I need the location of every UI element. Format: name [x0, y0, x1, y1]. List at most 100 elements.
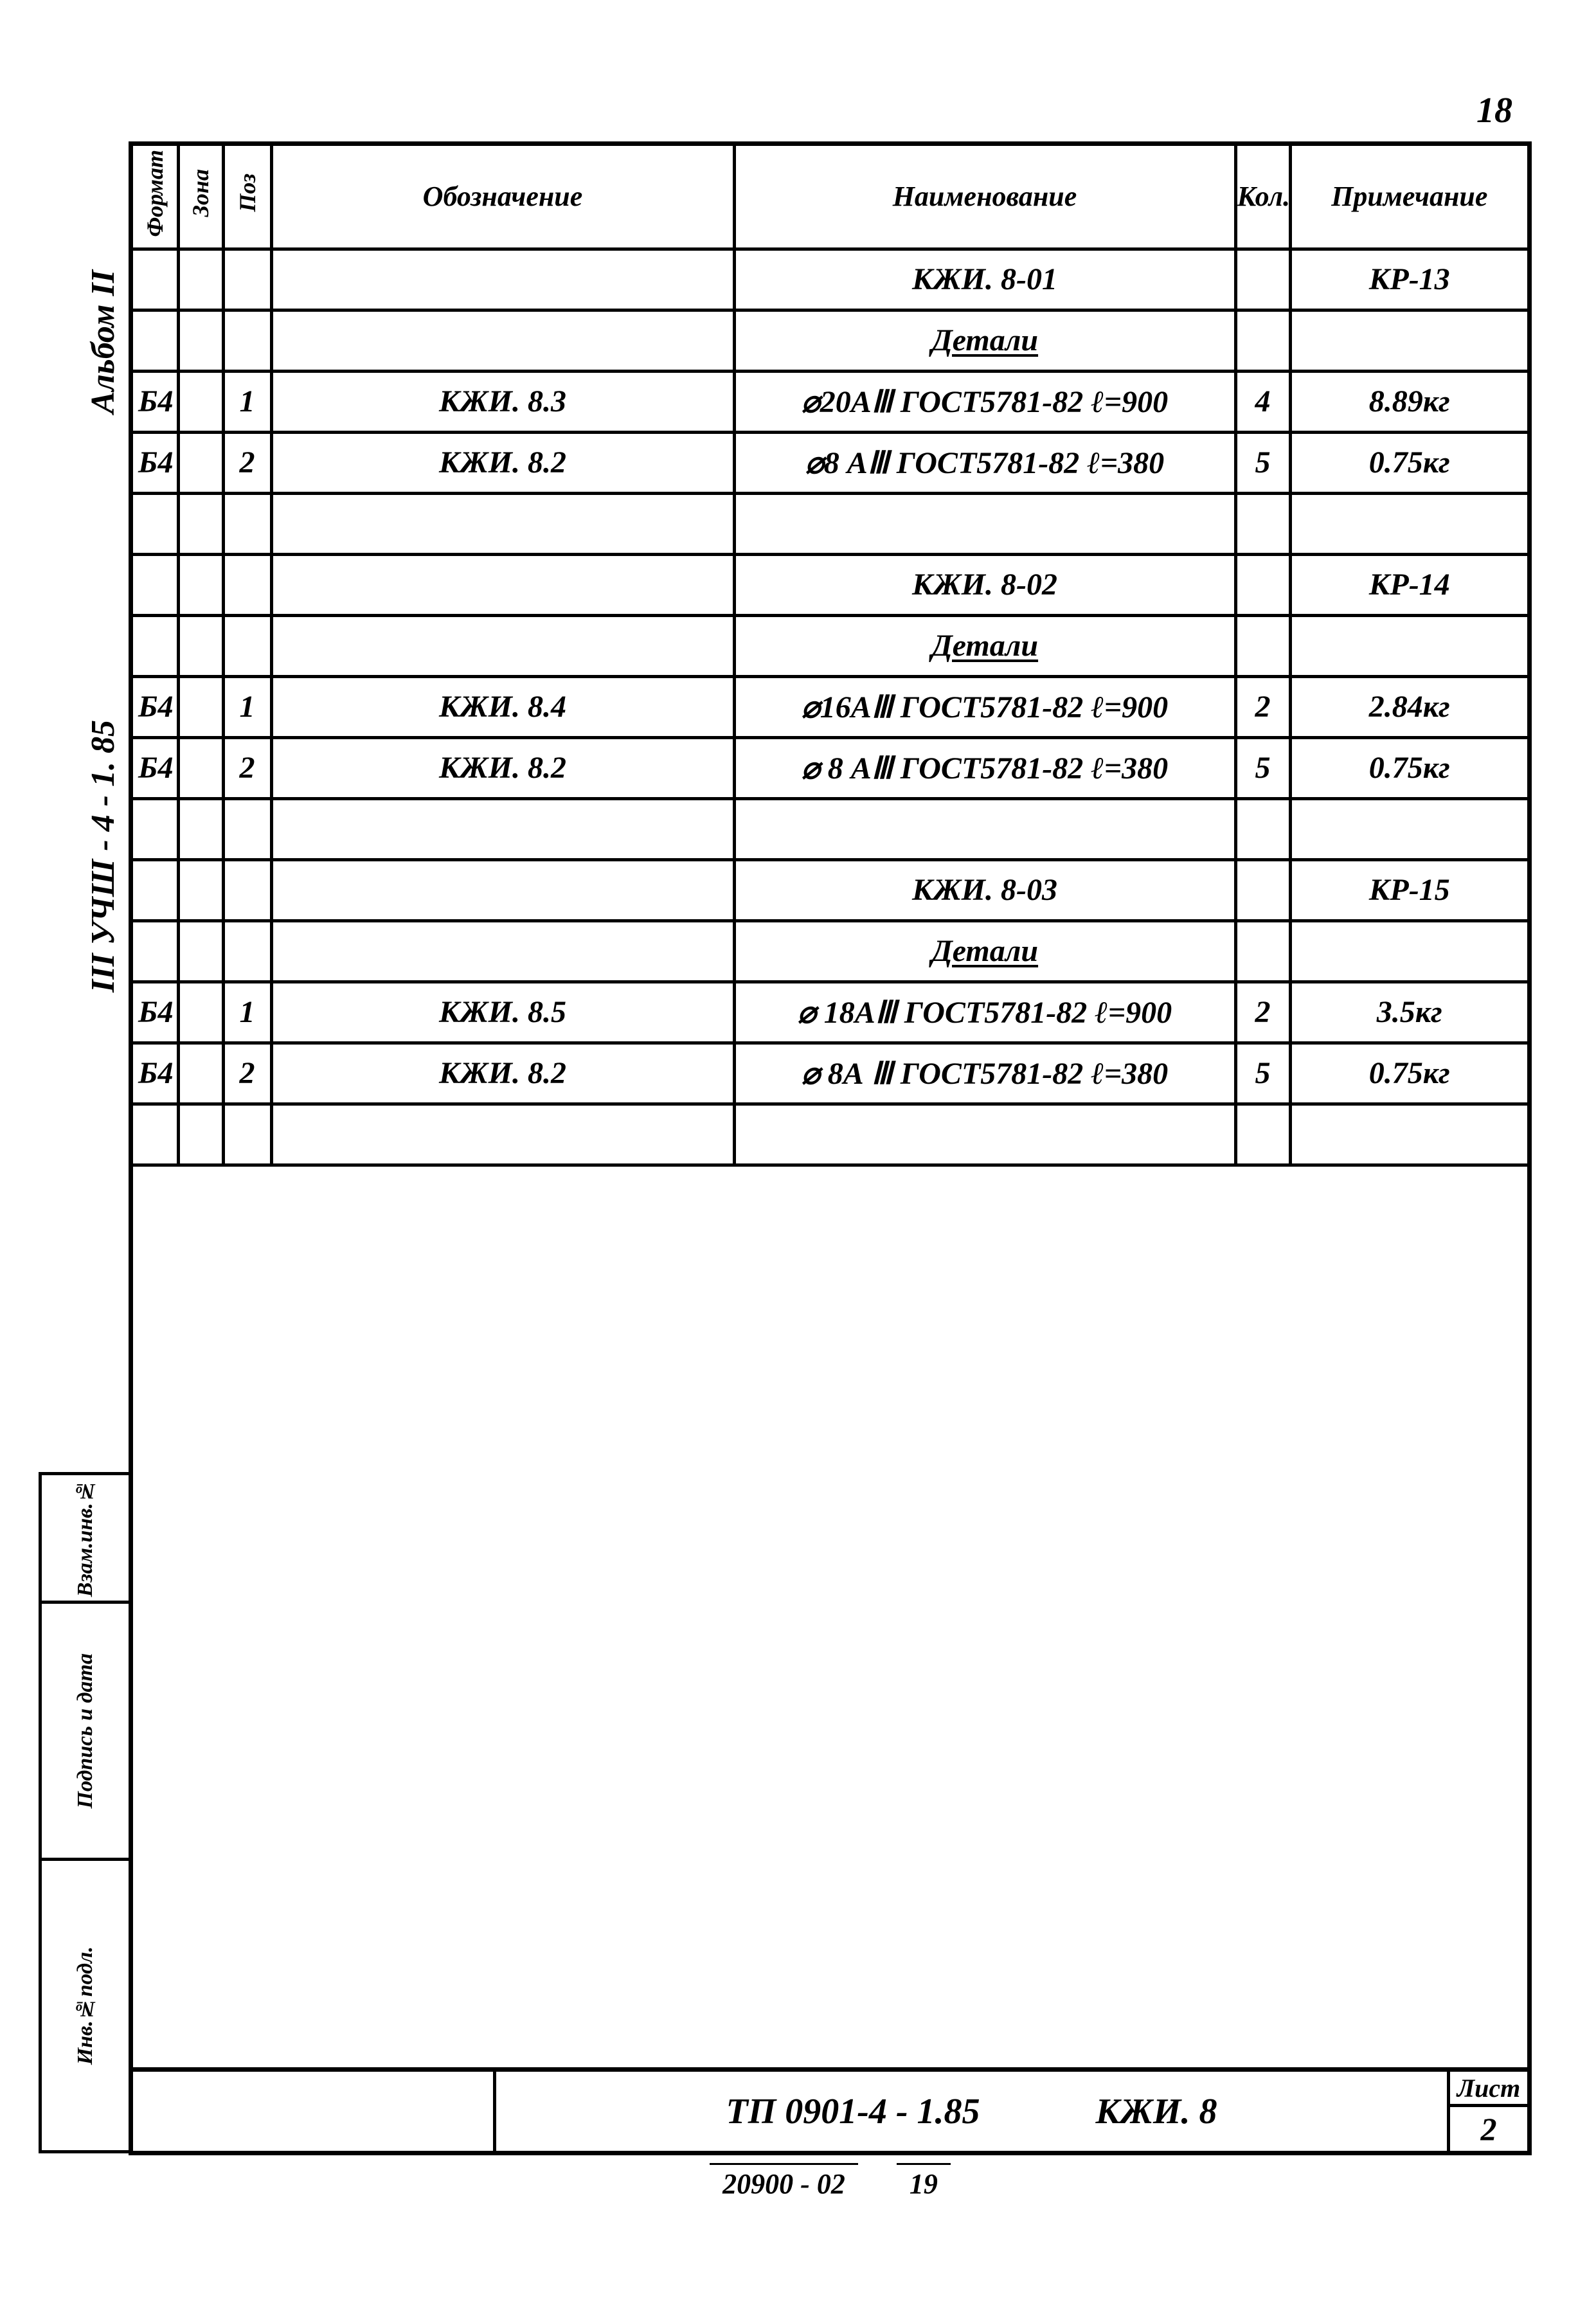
cell-empty [178, 493, 223, 554]
bottom-footer: 20900 - 02 19 [129, 2163, 1532, 2200]
cell-pos [223, 249, 271, 310]
cell-empty [271, 1104, 734, 1165]
cell-empty [734, 798, 1235, 859]
cell-pos: 1 [223, 371, 271, 432]
cell-pos: 1 [223, 982, 271, 1043]
cell-name: КЖИ. 8-03 [734, 859, 1235, 920]
cell-qty: 4 [1235, 371, 1290, 432]
table-header: Формат Зона Поз Обозначение Наименование… [133, 146, 1527, 249]
cell-empty [1290, 493, 1527, 554]
cell-pos [223, 859, 271, 920]
cell-empty [133, 1104, 178, 1165]
cell-qty [1235, 310, 1290, 371]
cell-note: 2.84кг [1290, 676, 1527, 737]
cell-empty [133, 798, 178, 859]
cell-name: ⌀16АⅢ ГОСТ5781-82 ℓ=900 [734, 676, 1235, 737]
specification-table: Формат Зона Поз Обозначение Наименование… [133, 146, 1527, 1167]
cell-note [1290, 615, 1527, 676]
cell-desig [271, 554, 734, 615]
footer-left: 20900 - 02 [710, 2163, 858, 2200]
cell-desig [271, 920, 734, 982]
title-block-left [133, 2072, 496, 2151]
sheet-number: 2 [1450, 2107, 1527, 2151]
cell-name: Детали [734, 615, 1235, 676]
cell-desig [271, 859, 734, 920]
cell-zone [178, 1043, 223, 1104]
side-cell-podpis: Подпись и дата [42, 1604, 129, 1861]
section-label: Детали [931, 934, 1038, 968]
cell-qty: 5 [1235, 1043, 1290, 1104]
cell-qty [1235, 554, 1290, 615]
table-row [133, 493, 1527, 554]
page-number: 18 [1476, 90, 1512, 131]
title-block-right: Лист 2 [1450, 2072, 1527, 2151]
cell-pos: 2 [223, 737, 271, 798]
cell-format [133, 554, 178, 615]
cell-empty [133, 493, 178, 554]
cell-pos [223, 554, 271, 615]
cell-empty [734, 1104, 1235, 1165]
cell-note: 3.5кг [1290, 982, 1527, 1043]
side-cell-inv: Инв.№подл. [42, 1861, 129, 2150]
table-row: Детали [133, 920, 1527, 982]
cell-pos [223, 920, 271, 982]
cell-desig: КЖИ. 8.2 [271, 737, 734, 798]
cell-desig [271, 249, 734, 310]
cell-empty [271, 493, 734, 554]
cell-qty [1235, 859, 1290, 920]
cell-empty [1290, 1104, 1527, 1165]
cell-format [133, 615, 178, 676]
header-zone-label: Зона [189, 169, 212, 217]
header-zone: Зона [178, 146, 223, 249]
cell-empty [223, 1104, 271, 1165]
cell-note: 0.75кг [1290, 432, 1527, 493]
cell-pos: 2 [223, 1043, 271, 1104]
cell-note: КР-15 [1290, 859, 1527, 920]
table-row: КЖИ. 8-02КР-14 [133, 554, 1527, 615]
cell-format [133, 920, 178, 982]
cell-format: Б4 [133, 982, 178, 1043]
main-frame: Формат Зона Поз Обозначение Наименование… [129, 141, 1532, 2155]
side-doc-code: III УЧШ - 4 - 1. 85 [84, 720, 122, 992]
table-row: Детали [133, 615, 1527, 676]
cell-note: КР-13 [1290, 249, 1527, 310]
cell-zone [178, 432, 223, 493]
title-doc: ТП 0901-4 - 1.85 [726, 2091, 980, 2132]
cell-zone [178, 676, 223, 737]
header-note: Примечание [1290, 146, 1527, 249]
cell-pos: 2 [223, 432, 271, 493]
cell-desig [271, 310, 734, 371]
cell-qty: 5 [1235, 737, 1290, 798]
cell-format: Б4 [133, 371, 178, 432]
cell-pos: 1 [223, 676, 271, 737]
cell-empty [178, 798, 223, 859]
side-album-label: Альбом II [84, 270, 122, 414]
cell-empty [1235, 1104, 1290, 1165]
table-row: Б42КЖИ. 8.2⌀ 8А Ⅲ ГОСТ5781-82 ℓ=38050.75… [133, 1043, 1527, 1104]
cell-empty [271, 798, 734, 859]
cell-zone [178, 982, 223, 1043]
header-name: Наименование [734, 146, 1235, 249]
header-format: Формат [133, 146, 178, 249]
table-row: Б42КЖИ. 8.2⌀8 АⅢ ГОСТ5781-82 ℓ=38050.75к… [133, 432, 1527, 493]
section-label: Детали [931, 629, 1038, 663]
cell-desig: КЖИ. 8.5 [271, 982, 734, 1043]
cell-name: ⌀ 18АⅢ ГОСТ5781-82 ℓ=900 [734, 982, 1235, 1043]
cell-name: КЖИ. 8-01 [734, 249, 1235, 310]
sheet-label: Лист [1450, 2072, 1527, 2107]
cell-note [1290, 310, 1527, 371]
cell-format: Б4 [133, 737, 178, 798]
title-code: КЖИ. 8 [1096, 2091, 1217, 2132]
cell-format [133, 310, 178, 371]
side-rail-upper: Альбом II III УЧШ - 4 - 1. 85 [39, 141, 129, 1472]
table-row: Б41КЖИ. 8.5⌀ 18АⅢ ГОСТ5781-82 ℓ=90023.5к… [133, 982, 1527, 1043]
cell-zone [178, 371, 223, 432]
cell-desig [271, 615, 734, 676]
cell-note [1290, 920, 1527, 982]
side-rail: Альбом II III УЧШ - 4 - 1. 85 Взам.инв.№… [39, 141, 129, 2153]
table-row [133, 1104, 1527, 1165]
cell-empty [223, 798, 271, 859]
cell-note: 0.75кг [1290, 737, 1527, 798]
cell-zone [178, 737, 223, 798]
side-cell-label: Подпись и дата [73, 1653, 98, 1809]
